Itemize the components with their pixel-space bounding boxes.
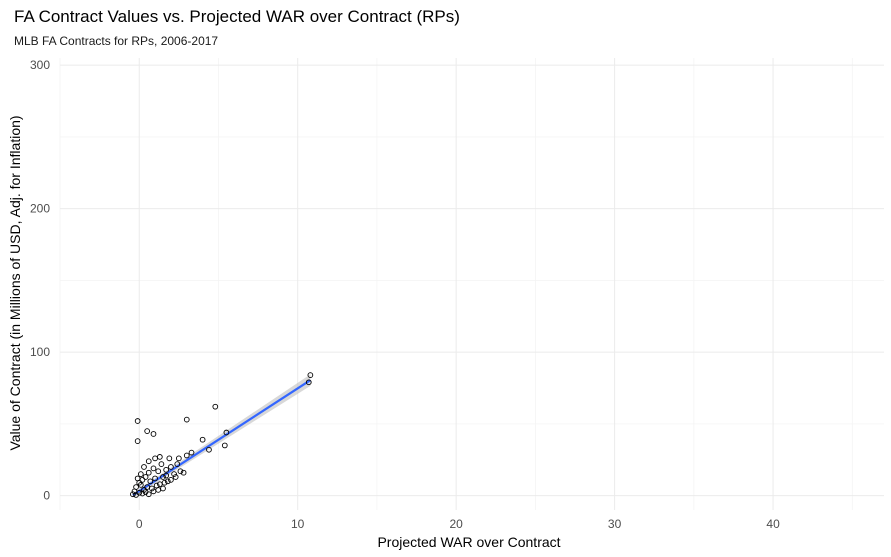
chart-subtitle: MLB FA Contracts for RPs, 2006-2017 bbox=[14, 34, 219, 48]
data-point bbox=[307, 372, 314, 378]
data-point bbox=[168, 464, 174, 470]
data-point bbox=[163, 472, 170, 479]
data-point bbox=[134, 438, 141, 444]
data-point bbox=[130, 491, 136, 498]
data-point bbox=[158, 461, 165, 467]
data-point bbox=[139, 490, 146, 497]
data-point bbox=[142, 474, 149, 480]
y-tick-label: 200 bbox=[30, 202, 50, 216]
data-point bbox=[137, 471, 144, 477]
tick-labels: 0 10 20 30 40 0 100 200 300 bbox=[30, 58, 780, 531]
data-point bbox=[168, 477, 174, 483]
fit-line-layer bbox=[132, 379, 311, 497]
data-point bbox=[155, 468, 162, 475]
data-point bbox=[174, 461, 181, 467]
data-point bbox=[144, 428, 151, 434]
data-point bbox=[155, 487, 162, 493]
data-point bbox=[137, 482, 144, 488]
data-point bbox=[145, 491, 152, 498]
data-point bbox=[145, 469, 152, 476]
data-point bbox=[206, 446, 212, 453]
data-point bbox=[171, 471, 177, 477]
data-point bbox=[172, 474, 179, 480]
data-point bbox=[223, 429, 230, 436]
data-point bbox=[152, 475, 158, 482]
y-tick-label: 300 bbox=[30, 58, 50, 72]
data-point bbox=[139, 477, 146, 483]
data-point bbox=[177, 468, 184, 475]
data-point bbox=[134, 475, 141, 482]
data-point bbox=[175, 455, 182, 462]
data-point bbox=[183, 416, 190, 423]
data-point bbox=[180, 469, 187, 476]
x-tick-label: 0 bbox=[136, 517, 143, 531]
data-point bbox=[150, 431, 157, 437]
data-point bbox=[150, 465, 157, 472]
data-point bbox=[149, 485, 155, 492]
data-point bbox=[160, 485, 166, 492]
y-tick-label: 100 bbox=[30, 345, 50, 359]
data-point bbox=[160, 474, 166, 480]
x-tick-label: 30 bbox=[608, 517, 622, 531]
data-point bbox=[183, 452, 190, 459]
data-point bbox=[166, 455, 173, 462]
data-point bbox=[145, 458, 152, 465]
data-point bbox=[188, 449, 195, 456]
data-point bbox=[152, 455, 158, 462]
data-point bbox=[199, 436, 206, 443]
data-point bbox=[212, 403, 219, 410]
x-tick-label: 20 bbox=[449, 517, 463, 531]
data-point bbox=[163, 466, 170, 473]
data-point bbox=[161, 479, 168, 486]
data-point bbox=[136, 489, 143, 496]
data-point bbox=[164, 478, 171, 485]
data-point bbox=[305, 379, 312, 386]
x-tick-label: 10 bbox=[291, 517, 305, 531]
x-tick-label: 40 bbox=[766, 517, 780, 531]
data-points bbox=[130, 372, 314, 498]
x-axis-title: Projected WAR over Contract bbox=[377, 534, 560, 550]
y-tick-label: 0 bbox=[43, 489, 50, 503]
data-point bbox=[134, 418, 141, 424]
chart-title: FA Contract Values vs. Projected WAR ove… bbox=[14, 7, 460, 26]
data-point bbox=[156, 454, 163, 460]
fit-line bbox=[132, 379, 311, 497]
y-axis-title: Value of Contract (in Millions of USD, A… bbox=[7, 115, 23, 450]
data-point bbox=[147, 478, 154, 485]
data-point bbox=[221, 442, 228, 449]
grid bbox=[59, 58, 884, 510]
data-point bbox=[141, 464, 147, 470]
